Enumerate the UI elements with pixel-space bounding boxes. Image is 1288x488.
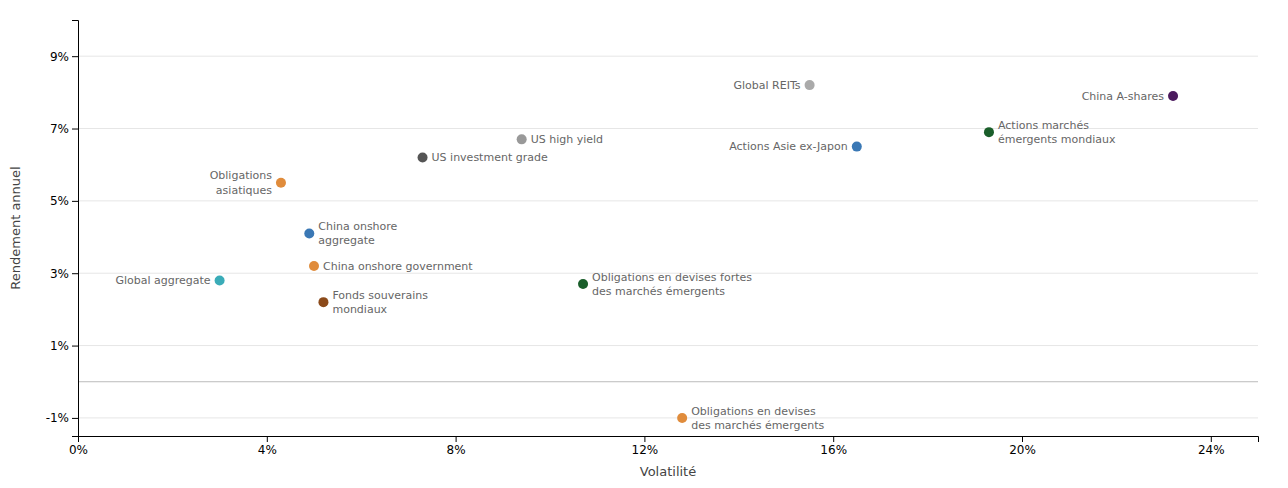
y-axis: -1% 1% 3% 5% 7% 9%	[46, 21, 79, 437]
point	[805, 80, 815, 90]
x-axis-title: Volatilité	[640, 464, 696, 479]
tick-label: 4%	[258, 443, 277, 457]
point	[304, 228, 314, 238]
plot-area: 0% 4% 8% 12% 16% 20% 24% -1% 1% 3% 5% 7% 9% Global ag…	[46, 21, 1259, 457]
point-label: Obligations asiatiques	[210, 169, 273, 196]
point	[1168, 91, 1178, 101]
tick-label: 9%	[50, 50, 69, 64]
tick-mark	[72, 346, 78, 347]
grid-line	[78, 200, 1258, 201]
point-label-line: Fonds souverains	[332, 289, 428, 302]
axis-line	[79, 437, 1259, 443]
point-label-line: asiatiques	[216, 184, 272, 197]
y-axis-title: Rendement annuel	[8, 166, 23, 289]
point-label-line: Obligations	[210, 169, 273, 182]
point-label: China onshoreaggregate	[318, 220, 397, 247]
tick-mark	[72, 201, 78, 202]
tick: 7%	[50, 122, 78, 136]
tick-label: 24%	[1198, 443, 1225, 457]
point-label-line: émergents mondiaux	[998, 133, 1116, 146]
grid-line	[78, 56, 1258, 57]
point-labels: Global aggregate Obligations asiatiques Chi…	[115, 79, 1164, 432]
tick: 0%	[69, 436, 88, 457]
point-label-line: Global REITs	[734, 79, 801, 92]
point-label-line: China A-shares	[1082, 90, 1165, 103]
tick: 8%	[447, 436, 466, 457]
tick: 4%	[258, 436, 277, 457]
point-label-line: Obligations en devises	[691, 405, 816, 418]
point	[852, 142, 862, 152]
point	[418, 152, 428, 162]
tick: 3%	[50, 267, 78, 281]
tick-mark	[72, 56, 78, 57]
point-label: China onshore government	[323, 260, 473, 273]
point-label: Actions Asie ex-Japon	[729, 140, 848, 153]
point-label: Obligations en devises fortesdes marchés…	[592, 271, 752, 298]
grid	[78, 56, 1258, 418]
tick-mark	[1022, 436, 1023, 442]
point-label: China A-shares	[1082, 90, 1165, 103]
point-label-line: des marchés émergents	[691, 419, 824, 432]
chart: 0% 4% 8% 12% 16% 20% 24% -1% 1% 3% 5% 7% 9% Global ag…	[0, 0, 1288, 488]
tick-label: 8%	[447, 443, 466, 457]
tick-label: 1%	[50, 339, 69, 353]
tick-mark	[267, 436, 268, 442]
point-label: Actions marchésémergents mondiaux	[998, 119, 1116, 146]
points	[215, 80, 1178, 423]
point-label-line: Global aggregate	[115, 274, 210, 287]
tick-mark	[72, 129, 78, 130]
point-label-line: des marchés émergents	[592, 285, 725, 298]
tick-label: 5%	[50, 194, 69, 208]
grid-line	[78, 345, 1258, 346]
tick-mark	[1211, 436, 1212, 442]
point	[309, 261, 319, 271]
x-axis: 0% 4% 8% 12% 16% 20% 24%	[69, 436, 1259, 457]
tick: 12%	[632, 436, 659, 457]
tick: 16%	[820, 436, 847, 457]
point-label: Fonds souverainsmondiaux	[332, 289, 428, 316]
tick-label: 16%	[820, 443, 847, 457]
tick-mark	[644, 436, 645, 442]
axis-line	[72, 21, 79, 437]
tick-label: -1%	[46, 411, 69, 425]
tick: 9%	[50, 50, 78, 64]
point-label: Obligations en devisesdes marchés émerge…	[691, 405, 824, 432]
grid-line	[78, 417, 1258, 418]
point-label-line: US investment grade	[432, 151, 548, 164]
point-label-line: Actions marchés	[998, 119, 1089, 132]
tick: 20%	[1009, 436, 1036, 457]
point	[578, 279, 588, 289]
point	[215, 275, 225, 285]
point-label-line: aggregate	[318, 234, 375, 247]
zero-line	[78, 381, 1258, 382]
tick-mark	[456, 436, 457, 442]
tick-label: 7%	[50, 122, 69, 136]
point-label-line: China onshore	[318, 220, 397, 233]
tick-mark	[833, 436, 834, 442]
point-label: US investment grade	[432, 151, 548, 164]
tick-label: 3%	[50, 267, 69, 281]
tick: 24%	[1198, 436, 1225, 457]
point-label-line: China onshore government	[323, 260, 473, 273]
tick-label: 20%	[1009, 443, 1036, 457]
point-label-line: Actions Asie ex-Japon	[729, 140, 848, 153]
point-label-line: US high yield	[531, 133, 603, 146]
tick: 5%	[50, 194, 78, 208]
point	[276, 178, 286, 188]
tick-label: 12%	[632, 443, 659, 457]
tick-mark	[72, 418, 78, 419]
point-label-line: Obligations en devises fortes	[592, 271, 752, 284]
point-label-line: mondiaux	[332, 303, 387, 316]
tick: 1%	[50, 339, 78, 353]
tick-label: 0%	[69, 443, 88, 457]
point	[984, 127, 994, 137]
point-label: Global REITs	[734, 79, 801, 92]
point	[318, 297, 328, 307]
point-label: Global aggregate	[115, 274, 210, 287]
tick-mark	[72, 273, 78, 274]
point-label: US high yield	[531, 133, 603, 146]
point	[517, 134, 527, 144]
point	[677, 413, 687, 423]
tick: -1%	[46, 411, 78, 425]
